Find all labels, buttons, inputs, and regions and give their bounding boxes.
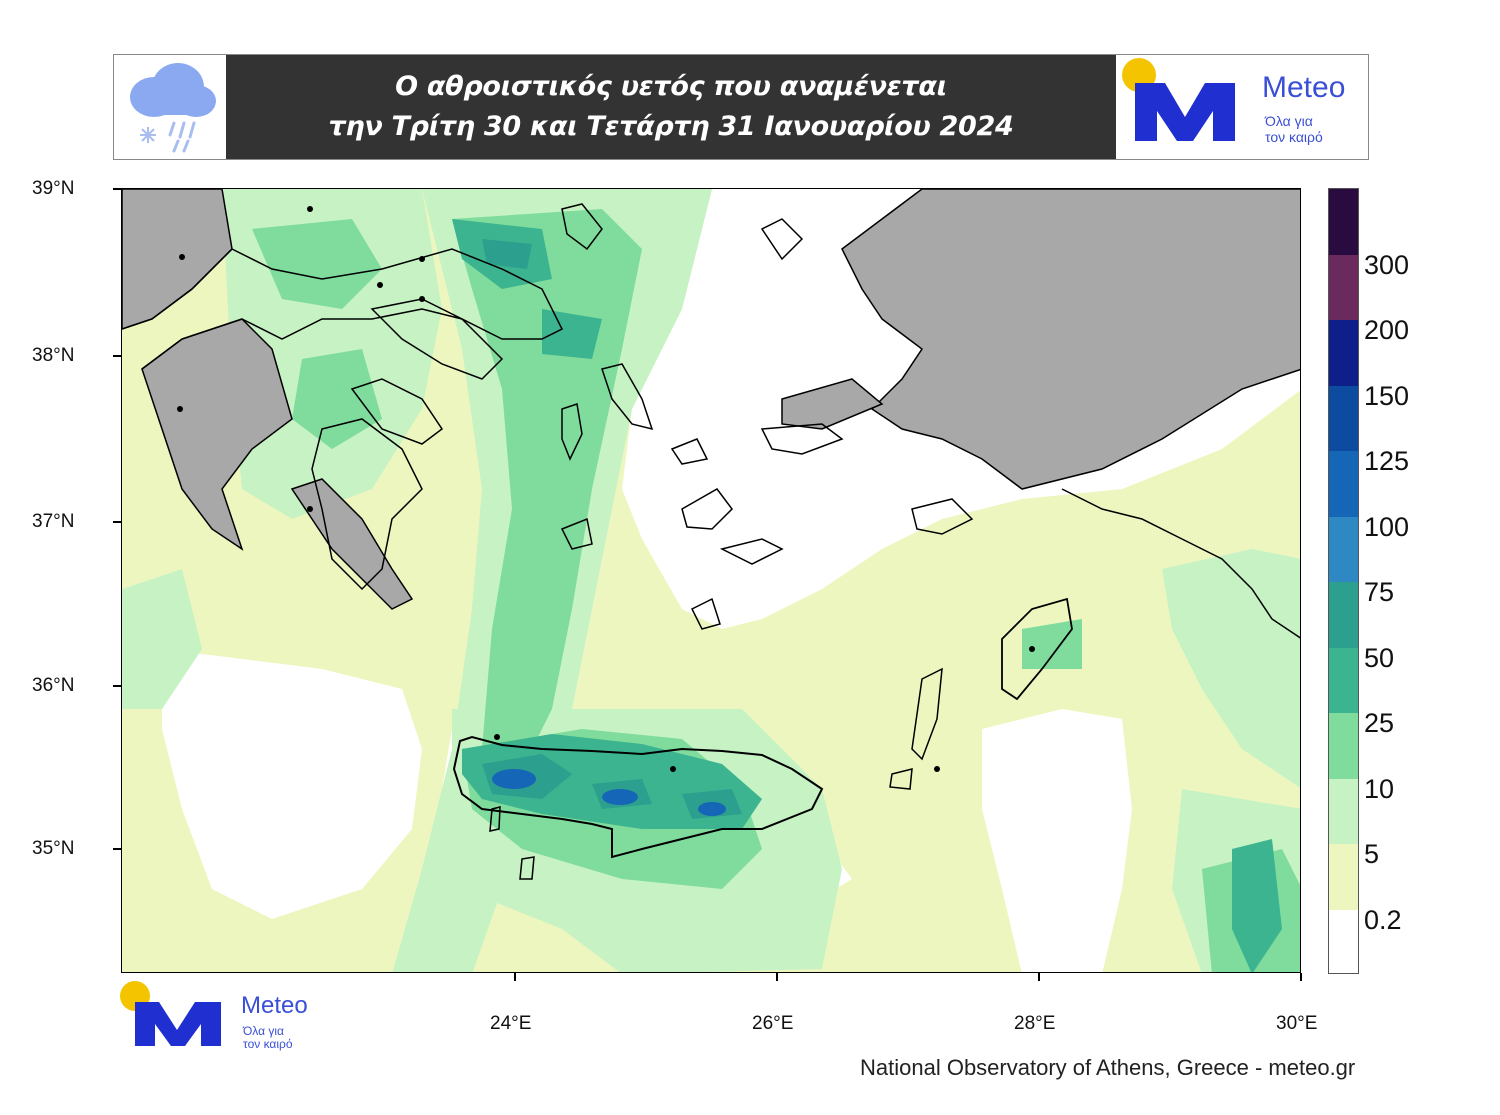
colorbar-segment: [1329, 582, 1358, 648]
lon-label-30: 30°E: [1276, 1013, 1318, 1034]
city-markers: [177, 206, 1035, 772]
header-banner: Ο αθροιστικός υετός που αναμένεται την Τ…: [113, 54, 1369, 160]
colorbar-segment: [1329, 910, 1358, 973]
page-title: Ο αθροιστικός υετός που αναμένεται την Τ…: [226, 55, 1116, 159]
colorbar-segment: [1329, 844, 1358, 910]
lat-label-36: 36°N: [32, 675, 75, 696]
turkey-coastline: [1061, 488, 1300, 639]
logo-tagline-2-bottom: τον καιρό: [243, 1037, 293, 1051]
map-canvas: [122, 189, 1300, 972]
lon-label-26: 26°E: [752, 1013, 794, 1034]
lat-tick: [113, 848, 121, 850]
colorbar-label-25: 25: [1364, 708, 1395, 738]
colorbar-label-0-2: 0.2: [1364, 905, 1402, 935]
island-coastlines: [350, 203, 974, 880]
meteo-logo-bottom: Meteo Όλα για τον καιρό: [117, 980, 337, 1052]
title-line-1: Ο αθροιστικός υετός που αναμένεται: [395, 71, 947, 102]
colorbar-label-125: 125: [1364, 446, 1410, 476]
lat-tick: [113, 355, 121, 357]
precipitation-colorbar: [1328, 188, 1359, 974]
colorbar-segment: [1329, 648, 1358, 713]
precipitation-map: [121, 188, 1301, 973]
logo-name: Meteo: [1262, 71, 1346, 104]
colorbar-segment: [1329, 451, 1358, 517]
lon-label-28: 28°E: [1014, 1013, 1056, 1034]
logo-tagline-1-bottom: Όλα για: [243, 1024, 284, 1038]
colorbar-label-50: 50: [1364, 643, 1395, 673]
lon-tick: [776, 973, 778, 981]
colorbar-segment: [1329, 320, 1358, 386]
lat-tick: [113, 685, 121, 687]
colorbar-label-75: 75: [1364, 577, 1395, 607]
mainland-coastline: [122, 248, 564, 370]
lon-tick: [514, 973, 516, 981]
colorbar-label-300: 300: [1364, 250, 1410, 280]
peloponnese-coastline: [311, 418, 423, 591]
colorbar-segment: [1329, 517, 1358, 582]
logo-tagline-1: Όλα για: [1265, 113, 1313, 129]
lat-label-38: 38°N: [32, 345, 75, 366]
colorbar-label-150: 150: [1364, 381, 1410, 411]
colorbar-segment: [1329, 386, 1358, 451]
meteo-logo: Meteo Όλα για τον καιρό: [1117, 55, 1368, 159]
rhodes-coastline: [1001, 597, 1073, 701]
precip-band-100: [492, 769, 726, 816]
colorbar-segment: [1329, 779, 1358, 844]
lat-label-39: 39°N: [32, 178, 75, 199]
colorbar-label-10: 10: [1364, 774, 1395, 804]
lon-label-24: 24°E: [490, 1013, 532, 1034]
colorbar-label-200: 200: [1364, 315, 1410, 345]
land-areas: [122, 189, 1300, 610]
colorbar-segment: [1329, 713, 1358, 779]
lat-label-35: 35°N: [32, 838, 75, 859]
rain-cloud-icon: [116, 57, 224, 157]
colorbar-segment: [1329, 255, 1358, 320]
lon-tick: [1300, 973, 1302, 981]
title-line-2: την Τρίτη 30 και Τετάρτη 31 Ιανουαρίου 2…: [328, 111, 1014, 142]
colorbar-label-5: 5: [1364, 839, 1380, 869]
lat-label-37: 37°N: [32, 511, 75, 532]
lon-tick: [1038, 973, 1040, 981]
logo-tagline-2: τον καιρό: [1265, 129, 1323, 145]
credit-text: National Observatory of Athens, Greece -…: [860, 1055, 1356, 1080]
logo-name-bottom: Meteo: [241, 992, 308, 1019]
lat-tick: [113, 521, 121, 523]
lat-tick: [113, 188, 121, 190]
colorbar-segment: [1329, 189, 1358, 255]
colorbar-label-100: 100: [1364, 512, 1410, 542]
crete-coastline: [452, 735, 824, 859]
